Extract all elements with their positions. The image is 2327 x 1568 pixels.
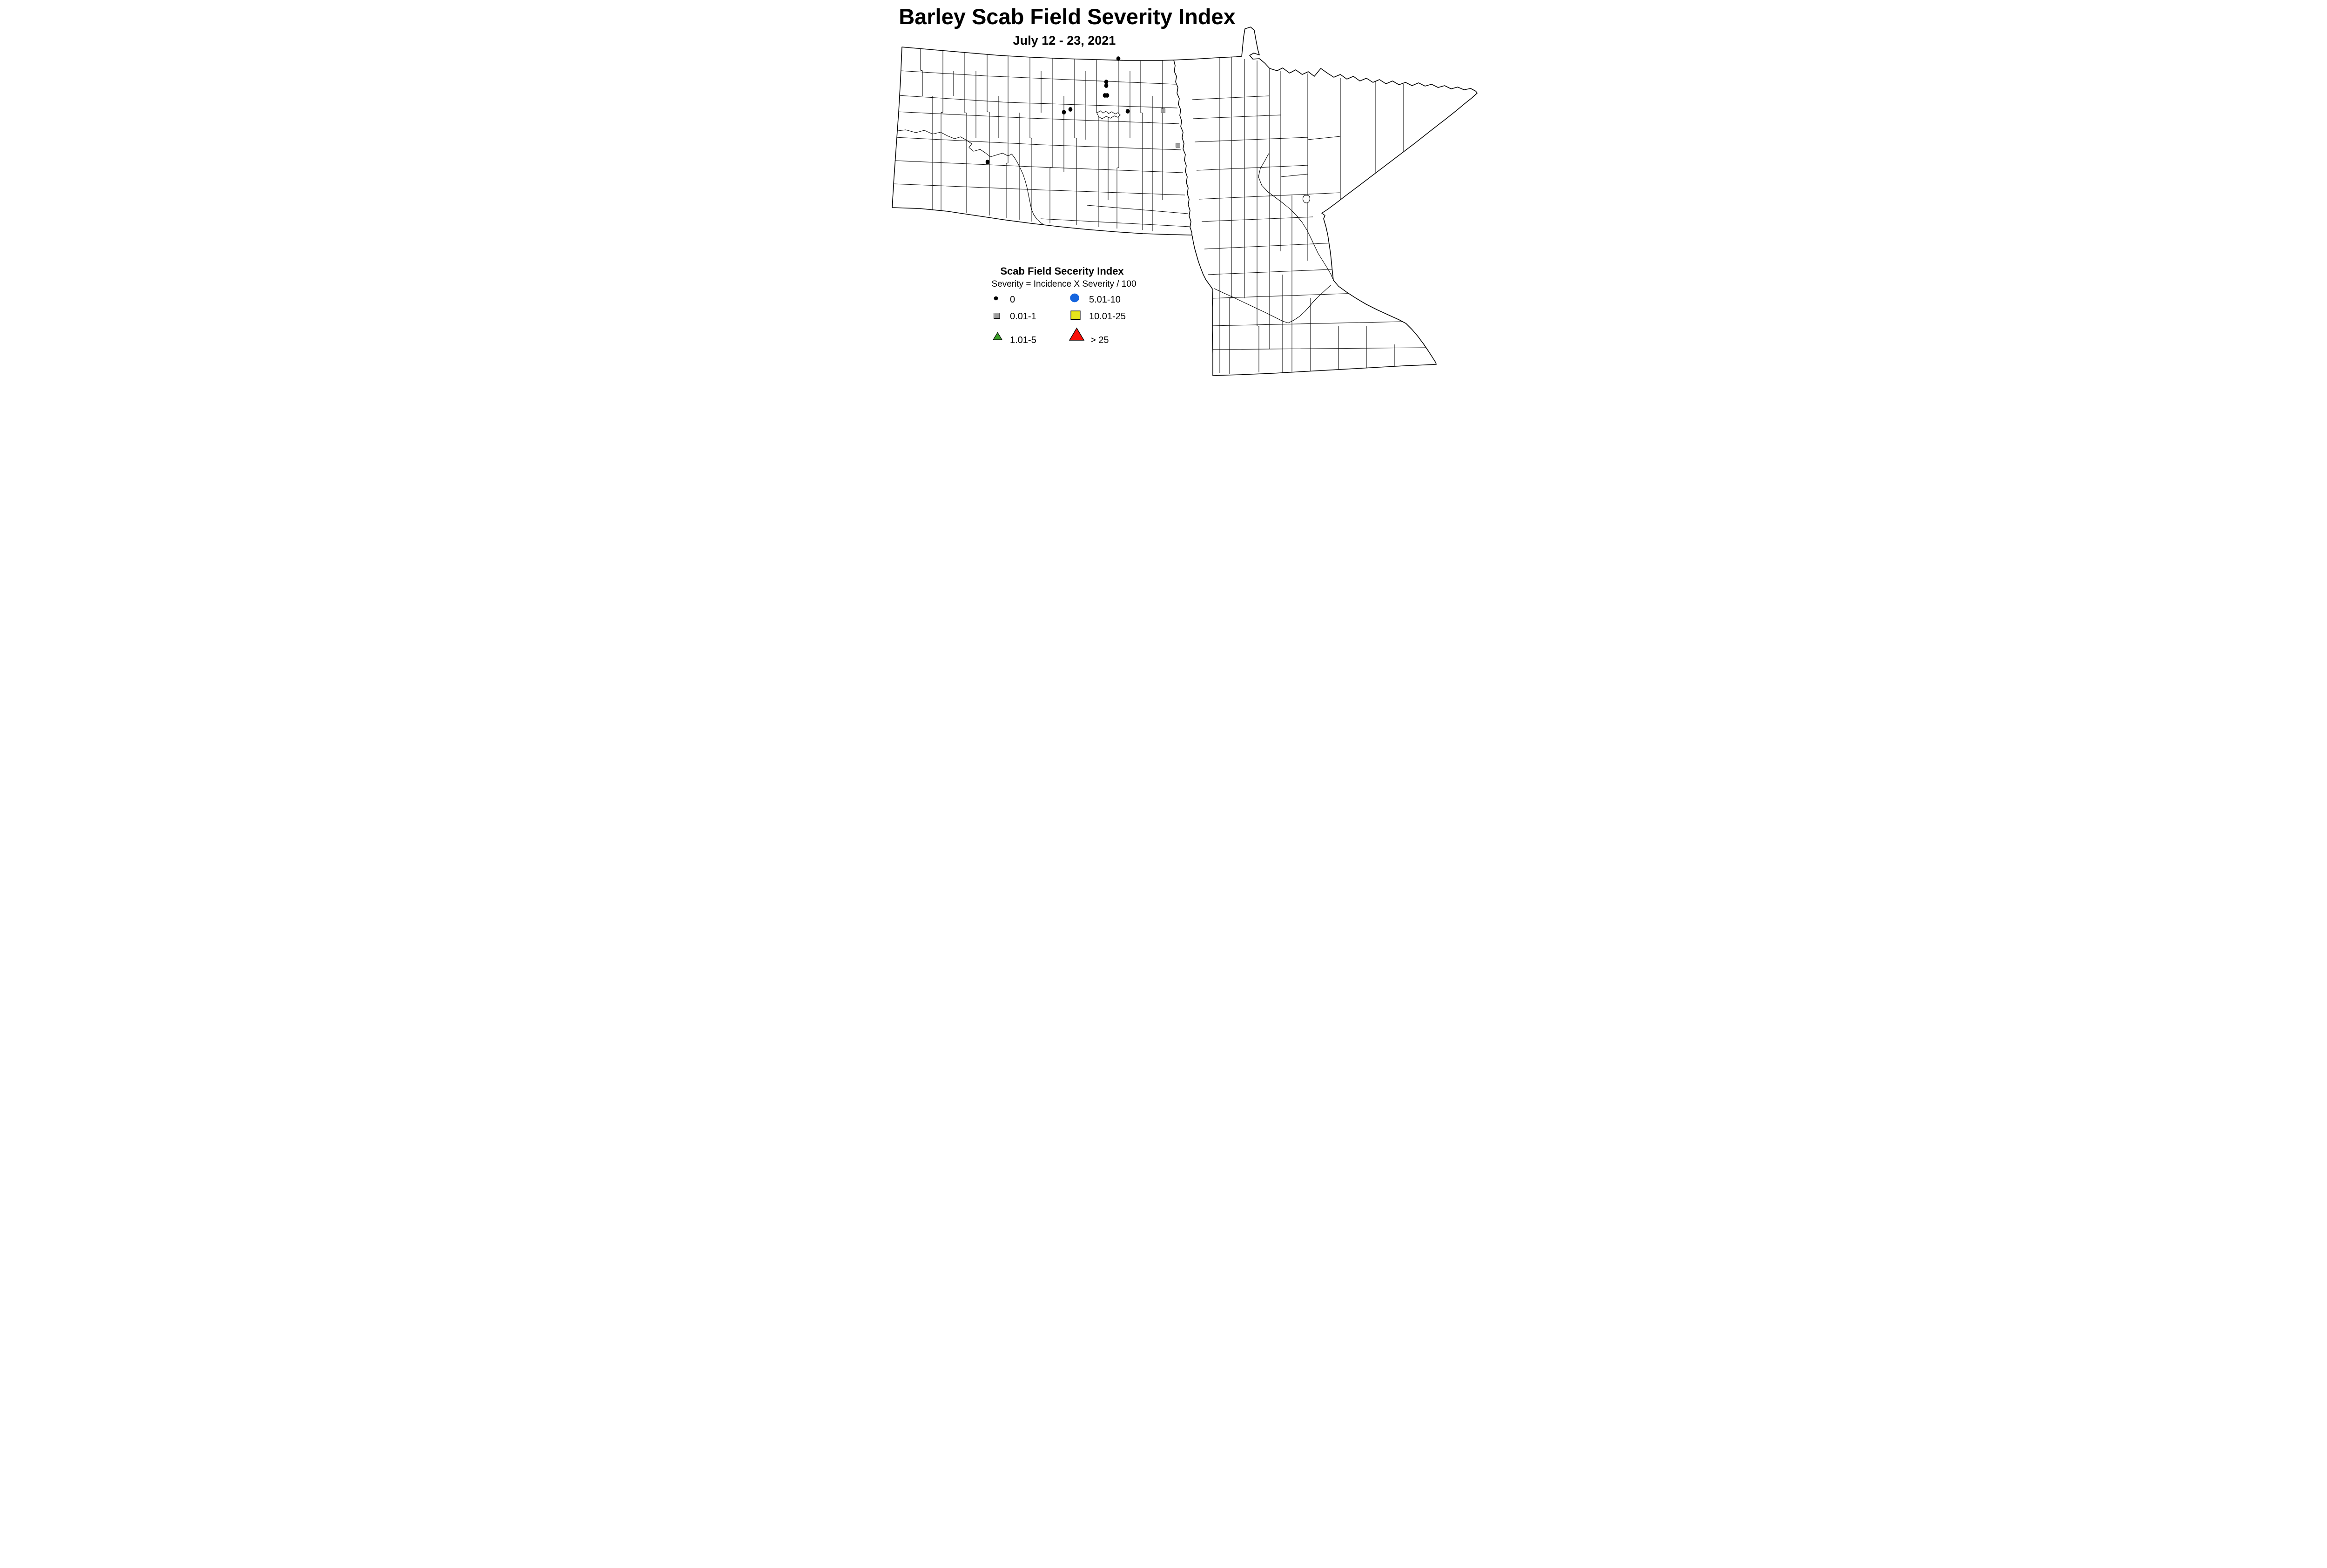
minnesota-county-lines [1192, 57, 1427, 374]
legend-label-gt-25: > 25 [1090, 335, 1109, 345]
north-dakota-county-lines [893, 48, 1190, 231]
lake-mille-lacs [1302, 195, 1311, 203]
severity-dot-marker [1104, 83, 1109, 88]
legend-symbol-triangle-1-01-5 [992, 332, 1003, 340]
severity-dot-marker [1105, 93, 1110, 98]
legend-formula: Severity = Incidence X Severity / 100 [991, 279, 1136, 289]
legend-label-5-01-10: 5.01-10 [1089, 295, 1121, 305]
legend-label-0: 0 [1010, 295, 1015, 305]
legend-symbol-square-10-01-25 [1070, 310, 1081, 320]
devils-lake [1096, 110, 1121, 119]
severity-dot-marker [1068, 107, 1073, 112]
severity-map-canvas: Barley Scab Field Severity Index July 12… [892, 4, 1478, 376]
minnesota-river [1214, 285, 1331, 323]
severity-dot-marker [1125, 109, 1130, 114]
severity-dot-marker [1062, 110, 1066, 114]
severity-dot-marker [985, 160, 990, 164]
severity-square-marker [1161, 108, 1165, 113]
severity-square-marker [1176, 143, 1180, 148]
field-severity-markers [985, 56, 1180, 164]
severity-dot-marker [1104, 80, 1109, 84]
legend-symbol-circle-5-01-10 [1070, 293, 1079, 303]
map-page: Barley Scab Field Severity Index July 12… [799, 0, 1528, 381]
minnesota-state [1173, 27, 1478, 376]
legend-title: Scab Field Secerity Index [1000, 265, 1124, 277]
legend-symbol-triangle-gt-25 [1069, 327, 1085, 341]
legend-symbol-square-0-01-1 [994, 313, 1000, 319]
mississippi-river-upper [1258, 153, 1333, 280]
legend-label-0-01-1: 0.01-1 [1010, 311, 1036, 322]
north-dakota-outline [892, 47, 1192, 236]
legend: Scab Field Secerity Index Severity = Inc… [991, 265, 1136, 345]
severity-dot-marker [1116, 56, 1121, 61]
legend-label-10-01-25: 10.01-25 [1089, 311, 1126, 322]
legend-symbol-dot-0 [994, 296, 998, 301]
missouri-river [894, 129, 1061, 235]
page-subtitle: July 12 - 23, 2021 [1013, 34, 1116, 47]
north-dakota-state [892, 47, 1192, 236]
page-title: Barley Scab Field Severity Index [899, 4, 1236, 29]
minnesota-outline [1173, 27, 1478, 376]
legend-label-1-01-5: 1.01-5 [1010, 335, 1036, 345]
